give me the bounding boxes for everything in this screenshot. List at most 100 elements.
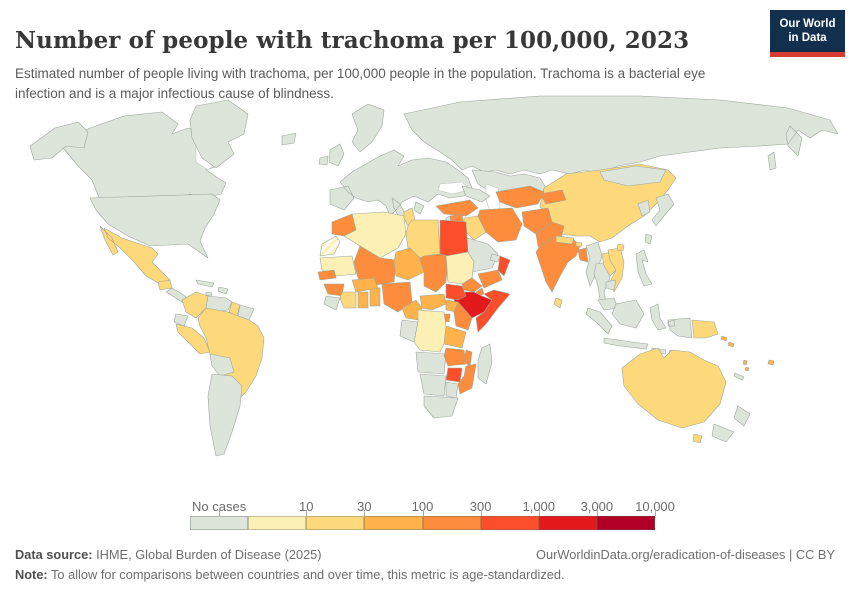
country-burkina-faso[interactable] <box>351 277 379 293</box>
country-zambia[interactable] <box>443 347 467 367</box>
country-papua-new-guinea[interactable] <box>691 319 719 339</box>
country-ghana[interactable] <box>357 291 369 309</box>
owid-logo[interactable]: Our World in Data <box>770 10 845 57</box>
legend-tick-label-300: 300 <box>469 499 492 514</box>
note-label: Note: <box>15 566 48 582</box>
owid-logo-line2: in Data <box>788 32 827 44</box>
country-indonesia[interactable] <box>585 299 693 357</box>
country-solomon-islands[interactable] <box>720 335 735 348</box>
legend-color-bar[interactable] <box>190 516 655 530</box>
country-central-african-republic[interactable] <box>419 293 447 311</box>
legend-seg-4[interactable] <box>422 516 481 530</box>
country-australia[interactable] <box>621 347 727 429</box>
country-alaska[interactable] <box>29 121 89 161</box>
country-scandinavia[interactable] <box>351 103 385 153</box>
legend-tick-label-100: 100 <box>411 499 434 514</box>
country-turkmenistan-uzbekistan[interactable] <box>495 185 545 209</box>
country-niger[interactable] <box>393 247 425 281</box>
country-tasmania[interactable] <box>692 433 703 444</box>
country-eritrea[interactable] <box>461 277 483 293</box>
country-namibia[interactable] <box>419 373 447 397</box>
country-angola[interactable] <box>415 351 447 375</box>
country-nepal[interactable] <box>555 235 575 245</box>
country-greenland[interactable] <box>189 99 249 169</box>
country-cote-d-ivoire[interactable] <box>339 291 357 309</box>
data-source-label: Data source: <box>15 547 93 562</box>
country-india[interactable] <box>535 235 581 293</box>
legend-tick-mark <box>480 510 482 516</box>
chart-footer: Data source: IHME, Global Burden of Dise… <box>15 545 835 585</box>
legend-seg-7[interactable] <box>596 516 655 530</box>
country-kenya[interactable] <box>453 301 473 331</box>
country-togo-benin[interactable] <box>369 287 381 307</box>
country-turkey[interactable] <box>435 199 479 217</box>
country-western-sahara[interactable] <box>319 235 341 257</box>
note-line: Note: To allow for comparisons between c… <box>15 567 565 582</box>
country-united-kingdom[interactable] <box>328 143 345 167</box>
country-hispaniola[interactable] <box>217 286 229 295</box>
country-europe[interactable] <box>329 149 473 220</box>
country-egypt[interactable] <box>439 219 469 257</box>
country-bangladesh[interactable] <box>577 247 589 263</box>
country-madagascar[interactable] <box>477 343 493 385</box>
country-argentina-chile[interactable] <box>207 373 243 457</box>
country-peru[interactable] <box>175 323 211 355</box>
country-zimbabwe[interactable] <box>445 367 463 383</box>
country-sierra-leone-liberia[interactable] <box>323 295 341 311</box>
country-iran[interactable] <box>477 207 523 243</box>
country-bolivia[interactable] <box>209 353 235 377</box>
country-tajikistan-kyrgyzstan[interactable] <box>539 189 567 205</box>
legend-seg-6[interactable] <box>538 516 597 530</box>
country-somalia[interactable] <box>475 289 511 333</box>
country-guatemala[interactable] <box>157 279 173 291</box>
country-japan[interactable] <box>651 193 675 227</box>
world-choropleth-map[interactable] <box>0 86 850 498</box>
page-subtitle: Estimated number of people living with t… <box>15 65 706 101</box>
country-united-states[interactable] <box>89 193 221 259</box>
country-uae-qatar[interactable] <box>489 253 501 263</box>
country-russia[interactable] <box>403 95 839 175</box>
legend-seg-5[interactable] <box>480 516 539 530</box>
country-yemen[interactable] <box>477 269 503 289</box>
country-cuba[interactable] <box>195 279 215 288</box>
owid-url-link[interactable]: OurWorldinData.org/eradication-of-diseas… <box>536 547 835 562</box>
country-myanmar[interactable] <box>585 241 603 287</box>
legend-seg-3[interactable] <box>364 516 423 530</box>
country-oman[interactable] <box>497 255 511 277</box>
country-new-zealand[interactable] <box>711 405 751 443</box>
country-fiji[interactable] <box>767 359 775 366</box>
country-mozambique[interactable] <box>457 363 477 395</box>
country-caucasus[interactable] <box>461 185 491 203</box>
country-new-caledonia[interactable] <box>733 372 745 381</box>
country-south-korea[interactable] <box>637 199 651 217</box>
country-senegal[interactable] <box>317 269 337 281</box>
legend-tick-label-10,000: 10,000 <box>635 499 675 514</box>
country-south-africa[interactable] <box>423 395 459 419</box>
country-south-sudan[interactable] <box>445 283 467 301</box>
country-cambodia[interactable] <box>605 279 617 291</box>
country-hainan[interactable] <box>616 243 625 252</box>
country-brazil[interactable] <box>197 307 265 403</box>
map-legend[interactable]: No cases 10 30 100 300 1,000 3,000 10,000 <box>190 499 675 531</box>
country-iceland[interactable] <box>281 132 297 146</box>
country-jamaica[interactable] <box>205 291 213 297</box>
legend-seg-no-cases[interactable] <box>190 516 249 530</box>
country-bhutan[interactable] <box>575 241 583 248</box>
country-sri-lanka[interactable] <box>553 297 563 309</box>
water-black-sea <box>437 181 471 195</box>
country-chad[interactable] <box>419 253 449 293</box>
legend-seg-2[interactable] <box>306 516 365 530</box>
legend-seg-1[interactable] <box>248 516 307 530</box>
country-mongolia[interactable] <box>599 165 667 187</box>
legend-tick-mark <box>219 510 221 516</box>
country-ireland[interactable] <box>318 155 329 166</box>
note-value: To allow for comparisons between countri… <box>47 566 565 582</box>
country-philippines[interactable] <box>635 249 653 287</box>
country-dr-congo[interactable] <box>413 309 447 353</box>
owid-logo-line1: Our World <box>779 17 836 30</box>
country-taiwan[interactable] <box>644 233 653 245</box>
country-algeria[interactable] <box>343 211 407 259</box>
country-botswana[interactable] <box>445 381 459 399</box>
country-vanuatu[interactable] <box>742 359 750 372</box>
